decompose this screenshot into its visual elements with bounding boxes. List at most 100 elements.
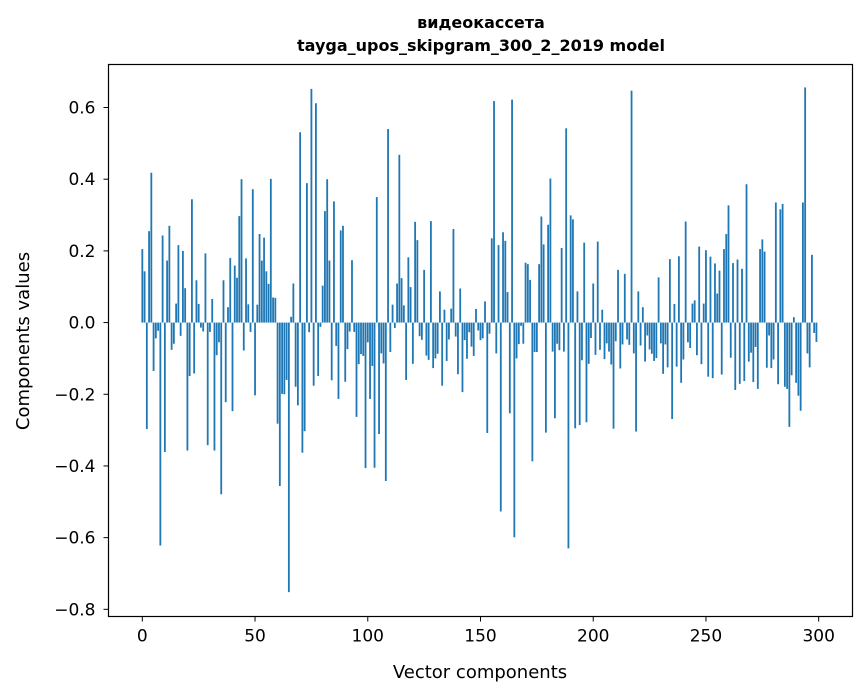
bar <box>398 154 401 323</box>
bar <box>362 322 365 356</box>
bar <box>466 322 468 359</box>
bar <box>490 238 493 323</box>
bar <box>448 322 450 340</box>
bar <box>267 283 270 323</box>
bar <box>441 322 444 386</box>
bar <box>348 322 351 332</box>
bar <box>644 322 646 362</box>
bar <box>373 322 376 468</box>
bar <box>315 103 317 323</box>
bar <box>639 322 642 346</box>
bar <box>608 322 610 352</box>
bar <box>691 303 694 323</box>
bar <box>488 322 491 334</box>
bar <box>630 90 633 323</box>
bar <box>276 322 279 424</box>
bar <box>477 322 480 331</box>
bar <box>342 225 344 323</box>
bar <box>761 239 764 323</box>
bar <box>576 291 579 323</box>
bar <box>154 322 157 339</box>
bar <box>698 246 701 323</box>
bar <box>357 322 360 365</box>
bar <box>648 322 651 350</box>
bar <box>197 303 200 323</box>
y-tick-label: 0.2 <box>68 242 95 262</box>
x-tick-label: 300 <box>802 627 834 647</box>
bar <box>581 322 583 361</box>
bar <box>405 322 407 380</box>
bar <box>443 309 446 323</box>
bar <box>218 322 220 343</box>
bar <box>750 322 752 353</box>
bar <box>520 322 522 326</box>
bar <box>369 322 371 399</box>
bar <box>738 322 741 384</box>
bar <box>414 221 417 323</box>
bar <box>299 132 302 323</box>
bar <box>637 291 640 323</box>
bar <box>617 269 619 323</box>
bar <box>454 322 457 337</box>
bar <box>529 279 531 323</box>
bar <box>572 219 574 323</box>
bar <box>326 179 329 323</box>
y-axis-ticks: −0.8 −0.6 −0.4 −0.2 0.0 0.2 0.4 0.6 <box>54 99 109 620</box>
bar <box>772 322 775 360</box>
y-axis-label: Components values <box>13 252 34 430</box>
bar <box>736 259 739 323</box>
bar <box>808 322 811 368</box>
bar <box>687 322 689 343</box>
bar <box>389 322 392 352</box>
bar <box>285 322 288 380</box>
bar <box>792 317 795 323</box>
bar <box>592 283 595 323</box>
x-tick-label: 250 <box>690 627 722 647</box>
bar <box>411 322 414 364</box>
bar <box>768 322 770 336</box>
bar <box>556 322 559 344</box>
bar <box>407 257 410 323</box>
bar <box>709 256 712 323</box>
bar <box>143 271 146 323</box>
bar <box>215 322 218 356</box>
bar <box>251 189 254 323</box>
bar <box>220 322 223 495</box>
bar <box>720 322 723 375</box>
bar <box>802 202 804 323</box>
bar <box>601 309 604 323</box>
bar <box>432 322 435 369</box>
bar <box>599 322 601 350</box>
bars-group <box>141 87 818 593</box>
bar <box>457 322 459 375</box>
bar <box>653 322 655 361</box>
bar <box>161 235 164 323</box>
bar <box>558 322 561 351</box>
chart-subtitle: tayga_upos_skipgram_300_2_2019 model <box>297 36 665 55</box>
bar <box>535 322 538 352</box>
bar <box>387 129 389 323</box>
bar <box>384 322 387 482</box>
bar <box>614 322 617 342</box>
bar <box>741 268 743 323</box>
bar <box>770 322 773 369</box>
bar <box>333 201 335 323</box>
bar <box>200 322 202 328</box>
bar <box>301 322 304 453</box>
bar <box>396 283 398 323</box>
bar <box>711 322 714 379</box>
bar <box>790 322 793 376</box>
bar <box>371 322 374 366</box>
bar <box>152 322 155 371</box>
bar <box>330 322 333 381</box>
bar <box>247 304 250 323</box>
x-tick-label: 100 <box>352 627 384 647</box>
bar <box>157 322 159 331</box>
bar <box>515 322 518 359</box>
bar <box>224 322 227 403</box>
y-tick-label: −0.6 <box>54 529 95 549</box>
bar <box>182 250 184 323</box>
bar <box>603 322 606 360</box>
bar <box>393 322 396 328</box>
